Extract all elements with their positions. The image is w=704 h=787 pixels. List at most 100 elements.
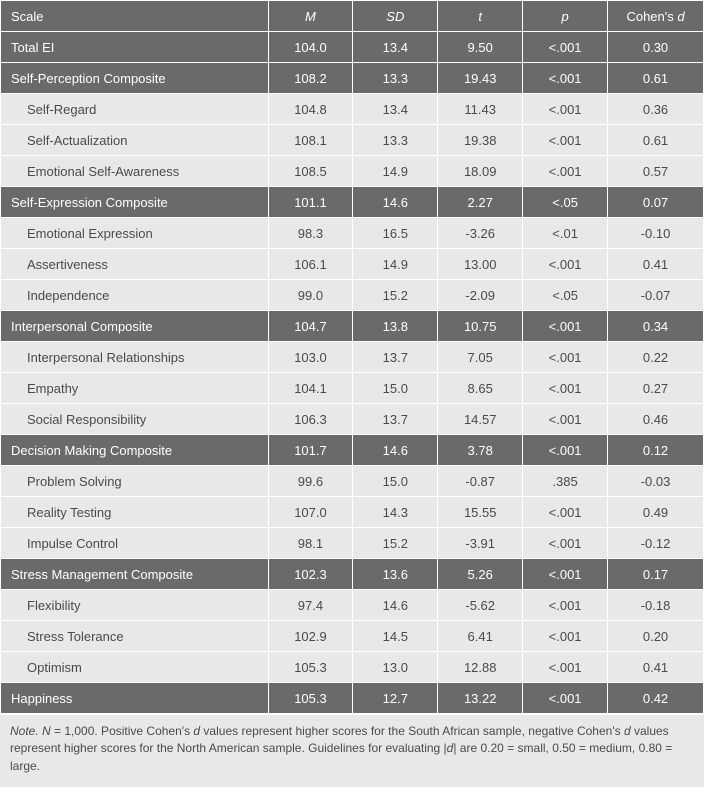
cell-m: 102.9 bbox=[268, 621, 353, 652]
cell-m: 104.7 bbox=[268, 311, 353, 342]
cell-d: -0.18 bbox=[608, 590, 704, 621]
table-row: Stress Tolerance102.914.56.41<.0010.20 bbox=[1, 621, 704, 652]
table-row: Stress Management Composite102.313.65.26… bbox=[1, 559, 704, 590]
cell-sd: 13.7 bbox=[353, 342, 438, 373]
table-row: Self-Expression Composite101.114.62.27<.… bbox=[1, 187, 704, 218]
cell-t: 9.50 bbox=[438, 32, 523, 63]
cell-d: 0.41 bbox=[608, 249, 704, 280]
cell-sd: 13.3 bbox=[353, 63, 438, 94]
cell-p: <.001 bbox=[523, 435, 608, 466]
cell-d: -0.03 bbox=[608, 466, 704, 497]
cell-p: .385 bbox=[523, 466, 608, 497]
table-row: Problem Solving99.615.0-0.87.385-0.03 bbox=[1, 466, 704, 497]
cell-p: <.001 bbox=[523, 156, 608, 187]
cell-d: -0.12 bbox=[608, 528, 704, 559]
cell-p: <.001 bbox=[523, 528, 608, 559]
table-row: Emotional Expression98.316.5-3.26<.01-0.… bbox=[1, 218, 704, 249]
cell-scale: Self-Expression Composite bbox=[1, 187, 269, 218]
cell-p: <.001 bbox=[523, 94, 608, 125]
header-row: Scale M SD t p Cohen's d bbox=[1, 1, 704, 32]
table-row: Independence99.015.2-2.09<.05-0.07 bbox=[1, 280, 704, 311]
cell-d: 0.57 bbox=[608, 156, 704, 187]
cell-m: 103.0 bbox=[268, 342, 353, 373]
cell-p: <.001 bbox=[523, 32, 608, 63]
cell-t: 10.75 bbox=[438, 311, 523, 342]
cell-m: 101.1 bbox=[268, 187, 353, 218]
cell-t: 11.43 bbox=[438, 94, 523, 125]
cell-scale: Interpersonal Relationships bbox=[1, 342, 269, 373]
cell-sd: 14.5 bbox=[353, 621, 438, 652]
cell-p: <.001 bbox=[523, 373, 608, 404]
cell-sd: 13.7 bbox=[353, 404, 438, 435]
cell-scale: Problem Solving bbox=[1, 466, 269, 497]
cell-p: <.01 bbox=[523, 218, 608, 249]
cell-d: 0.61 bbox=[608, 125, 704, 156]
cell-m: 106.1 bbox=[268, 249, 353, 280]
cell-scale: Flexibility bbox=[1, 590, 269, 621]
cell-sd: 15.2 bbox=[353, 528, 438, 559]
cell-m: 108.1 bbox=[268, 125, 353, 156]
cell-p: <.001 bbox=[523, 125, 608, 156]
header-scale: Scale bbox=[1, 1, 269, 32]
cell-m: 98.3 bbox=[268, 218, 353, 249]
cell-scale: Interpersonal Composite bbox=[1, 311, 269, 342]
cell-m: 107.0 bbox=[268, 497, 353, 528]
cell-d: 0.42 bbox=[608, 683, 704, 714]
cell-d: 0.34 bbox=[608, 311, 704, 342]
table-row: Empathy104.115.08.65<.0010.27 bbox=[1, 373, 704, 404]
cell-scale: Reality Testing bbox=[1, 497, 269, 528]
cell-d: 0.07 bbox=[608, 187, 704, 218]
header-p: p bbox=[523, 1, 608, 32]
cell-sd: 13.3 bbox=[353, 125, 438, 156]
cell-p: <.001 bbox=[523, 497, 608, 528]
cell-d: 0.30 bbox=[608, 32, 704, 63]
cell-d: 0.36 bbox=[608, 94, 704, 125]
table-footnote: Note. N = 1,000. Positive Cohen's d valu… bbox=[0, 714, 704, 787]
cell-sd: 15.0 bbox=[353, 373, 438, 404]
cell-t: 13.22 bbox=[438, 683, 523, 714]
cell-d: 0.61 bbox=[608, 63, 704, 94]
cell-sd: 14.9 bbox=[353, 156, 438, 187]
cell-t: 18.09 bbox=[438, 156, 523, 187]
cell-p: <.001 bbox=[523, 249, 608, 280]
header-d: Cohen's d bbox=[608, 1, 704, 32]
table-row: Flexibility97.414.6-5.62<.001-0.18 bbox=[1, 590, 704, 621]
table-row: Total EI104.013.49.50<.0010.30 bbox=[1, 32, 704, 63]
cell-scale: Total EI bbox=[1, 32, 269, 63]
cell-p: <.001 bbox=[523, 590, 608, 621]
table-row: Emotional Self-Awareness108.514.918.09<.… bbox=[1, 156, 704, 187]
cell-d: 0.41 bbox=[608, 652, 704, 683]
cell-m: 102.3 bbox=[268, 559, 353, 590]
cell-m: 108.2 bbox=[268, 63, 353, 94]
cell-t: 5.26 bbox=[438, 559, 523, 590]
cell-p: <.001 bbox=[523, 342, 608, 373]
cell-scale: Optimism bbox=[1, 652, 269, 683]
cell-p: <.001 bbox=[523, 311, 608, 342]
cell-t: -3.26 bbox=[438, 218, 523, 249]
table-row: Impulse Control98.115.2-3.91<.001-0.12 bbox=[1, 528, 704, 559]
cell-m: 105.3 bbox=[268, 652, 353, 683]
table-row: Optimism105.313.012.88<.0010.41 bbox=[1, 652, 704, 683]
stats-table: Scale M SD t p Cohen's d Total EI104.013… bbox=[0, 0, 704, 714]
cell-d: 0.20 bbox=[608, 621, 704, 652]
cell-t: 3.78 bbox=[438, 435, 523, 466]
cell-m: 106.3 bbox=[268, 404, 353, 435]
table-body: Total EI104.013.49.50<.0010.30Self-Perce… bbox=[1, 32, 704, 714]
cell-t: -5.62 bbox=[438, 590, 523, 621]
cell-p: <.001 bbox=[523, 63, 608, 94]
cell-sd: 14.6 bbox=[353, 435, 438, 466]
cell-sd: 13.0 bbox=[353, 652, 438, 683]
cell-sd: 16.5 bbox=[353, 218, 438, 249]
cell-scale: Self-Regard bbox=[1, 94, 269, 125]
cell-sd: 13.4 bbox=[353, 94, 438, 125]
cell-p: <.05 bbox=[523, 187, 608, 218]
cell-m: 108.5 bbox=[268, 156, 353, 187]
header-m: M bbox=[268, 1, 353, 32]
cell-p: <.05 bbox=[523, 280, 608, 311]
cell-m: 99.6 bbox=[268, 466, 353, 497]
cell-t: 8.65 bbox=[438, 373, 523, 404]
cell-t: -0.87 bbox=[438, 466, 523, 497]
cell-scale: Happiness bbox=[1, 683, 269, 714]
cell-scale: Emotional Expression bbox=[1, 218, 269, 249]
table-row: Self-Actualization108.113.319.38<.0010.6… bbox=[1, 125, 704, 156]
